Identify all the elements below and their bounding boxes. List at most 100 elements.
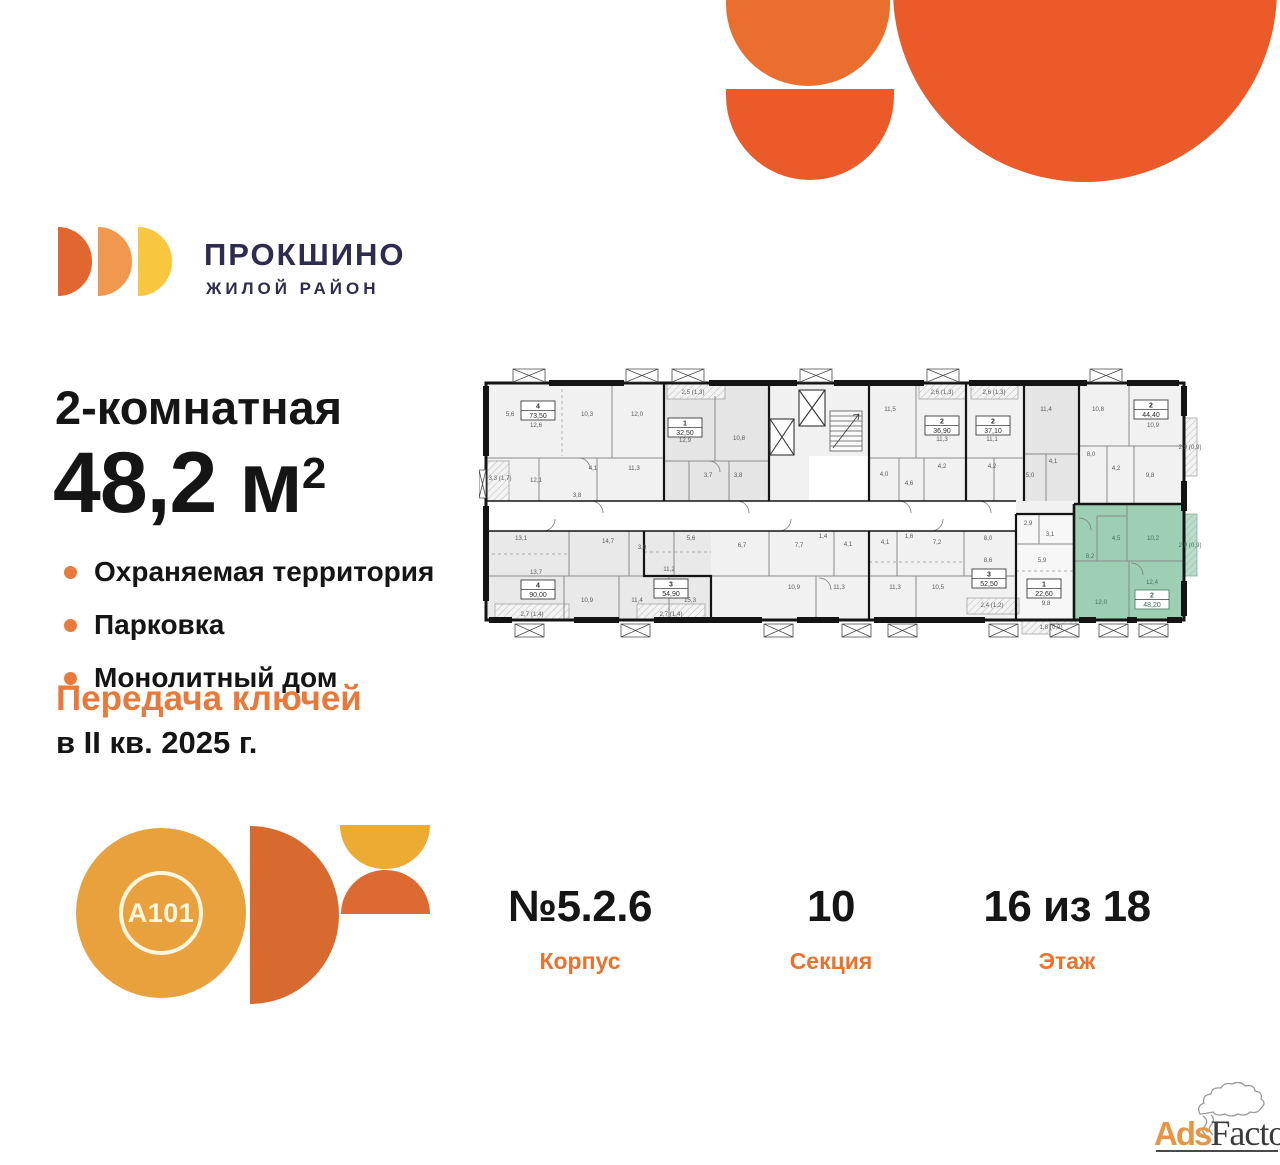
svg-text:1: 1 — [1042, 582, 1046, 589]
svg-text:48,20: 48,20 — [1143, 602, 1161, 609]
deco-half-circle-small — [726, 0, 890, 86]
apartment-label: 354,90 — [653, 578, 689, 599]
floor-plan: 5,6 12,6 10,3 12,0 12,1 4,1 11,3 3,8 3,3 (1,7) 2,… — [479, 368, 1201, 638]
room-area-label: 6,7 — [738, 542, 747, 549]
room-area-label: 10,9 — [581, 597, 594, 604]
brand-subtitle: ЖИЛОЙ РАЙОН — [206, 279, 380, 298]
room-area-label: 12,0 — [631, 411, 644, 418]
svg-text:36,90: 36,90 — [933, 428, 951, 435]
room-area-label: 11,3 — [936, 436, 948, 443]
svg-text:2: 2 — [1149, 403, 1153, 410]
feature-item: Парковка — [64, 609, 434, 641]
room-area-label: 3,7 — [704, 472, 713, 479]
area-headline: 48,2 м2 — [53, 435, 327, 531]
floor-label: Этаж — [1038, 948, 1096, 974]
room-area-label: 4,1 — [844, 541, 853, 548]
detail-floor: 16 из 18 Этаж — [957, 882, 1177, 975]
room-area-label: 9,8 — [1146, 472, 1155, 479]
room-area-label: 8,0 — [1087, 451, 1096, 458]
feature-label: Парковка — [94, 609, 225, 640]
room-area-label: 10,8 — [1092, 406, 1105, 413]
plan-door-arcs — [542, 457, 1144, 591]
apartment-label: 473,50 — [520, 400, 556, 421]
room-area-label: 1,6 — [905, 533, 914, 540]
room-area-label: 10,5 — [932, 584, 945, 591]
svg-text:4: 4 — [536, 583, 540, 590]
logo-disc-light-orange-icon — [98, 227, 132, 296]
room-area-label: 3,8 — [734, 472, 743, 479]
svg-text:3: 3 — [669, 582, 673, 589]
detail-building: №5.2.6 Корпус — [460, 882, 700, 975]
feature-list: Охраняемая территория Парковка Монолитны… — [64, 556, 434, 715]
room-area-label: 2,9 (0,9) — [1178, 444, 1201, 451]
svg-text:52,50: 52,50 — [980, 581, 998, 588]
keys-handover-line2: в II кв. 2025 г. — [56, 725, 258, 760]
a101-half-disc-icon — [250, 826, 339, 1004]
room-area-label: 13,1 — [515, 535, 528, 542]
room-area-label: 12,4 — [1146, 579, 1159, 586]
room-area-label: 5,6 — [506, 411, 515, 418]
room-area-label: 12,0 — [1095, 599, 1108, 606]
room-area-label: 4,2 — [988, 463, 997, 470]
brand-name: ПРОКШИНО — [204, 237, 406, 272]
room-area-label: 8,6 — [984, 557, 993, 564]
feature-label: Монолитный дом — [94, 662, 338, 693]
a101-circle-icon: A101 — [76, 828, 246, 998]
watermark-text: AdsFactory — [1154, 1112, 1280, 1154]
room-area-label: 4,5 — [1112, 535, 1121, 542]
feature-label: Охраняемая территория — [94, 556, 435, 587]
area-superscript: 2 — [301, 449, 327, 499]
room-area-label: 2,6 (1,3) — [930, 389, 953, 396]
room-area-label: 4,2 — [938, 463, 947, 470]
plan-main-walls — [483, 380, 1187, 623]
svg-text:44,40: 44,40 — [1142, 412, 1160, 419]
room-area-label: 10,3 — [581, 411, 594, 418]
room-area-label: 7,7 — [795, 542, 804, 549]
room-area-label: 2,5 (1,3) — [681, 389, 704, 396]
watermark-underline — [1156, 1150, 1278, 1152]
bullet-dot-icon — [64, 618, 77, 632]
svg-text:3: 3 — [987, 572, 991, 579]
room-area-label: 3,1 — [1046, 531, 1055, 538]
room-area-label: 12,6 — [530, 422, 543, 429]
room-area-label: 3,8 — [573, 492, 582, 499]
room-area-label: 14,7 — [602, 538, 615, 545]
svg-text:32,50: 32,50 — [676, 430, 694, 437]
plan-dashed-partitions — [486, 383, 1074, 572]
keys-handover-line1: Передача ключей — [56, 679, 362, 718]
room-area-label: 11,3 — [889, 584, 901, 591]
room-area-label: 4,1 — [1049, 458, 1058, 465]
room-area-label: 10,8 — [733, 435, 746, 442]
svg-text:90,00: 90,00 — [529, 592, 547, 599]
watermark-factory: Factory — [1210, 1113, 1280, 1153]
room-area-label: 4,0 — [880, 471, 889, 478]
room-area-label: 4,1 — [881, 539, 890, 546]
building-label: Корпус — [539, 948, 621, 974]
room-area-label: 11,5 — [884, 406, 896, 413]
plan-interior-walls — [486, 383, 1184, 620]
room-area-label: 11,3 — [833, 584, 845, 591]
a101-name: A101 — [127, 897, 195, 928]
floor-value: 16 из 18 — [983, 882, 1151, 931]
room-area-label: 10,9 — [1147, 422, 1160, 429]
room-area-label: 5,6 — [687, 535, 696, 542]
svg-text:2: 2 — [1150, 593, 1154, 600]
room-area-label: 2,6 (1,3) — [982, 389, 1005, 396]
room-area-label: 1,4 — [819, 533, 828, 540]
apartment-label: 122,60 — [1026, 578, 1062, 599]
room-area-label: 7,2 — [933, 539, 942, 546]
room-area-label: 3,9 — [638, 544, 647, 551]
room-area-label: 11,1 — [986, 436, 998, 443]
building-value: №5.2.6 — [508, 882, 652, 931]
room-area-label: 3,3 (1,7) — [488, 475, 511, 482]
apartment-label: 132,50 — [667, 417, 703, 438]
area-value: 48,2 — [53, 435, 217, 531]
room-area-label: 1,8 (0,9) — [1039, 624, 1062, 631]
room-area-label: 12,9 — [679, 437, 692, 444]
room-area-label: 11,3 — [628, 465, 640, 472]
room-area-label: 2,7 (1,4) — [520, 611, 543, 618]
feature-item: Охраняемая территория — [64, 556, 434, 588]
svg-text:2: 2 — [940, 419, 944, 426]
deco-circle-large — [893, 0, 1277, 182]
svg-text:22,60: 22,60 — [1035, 591, 1053, 598]
